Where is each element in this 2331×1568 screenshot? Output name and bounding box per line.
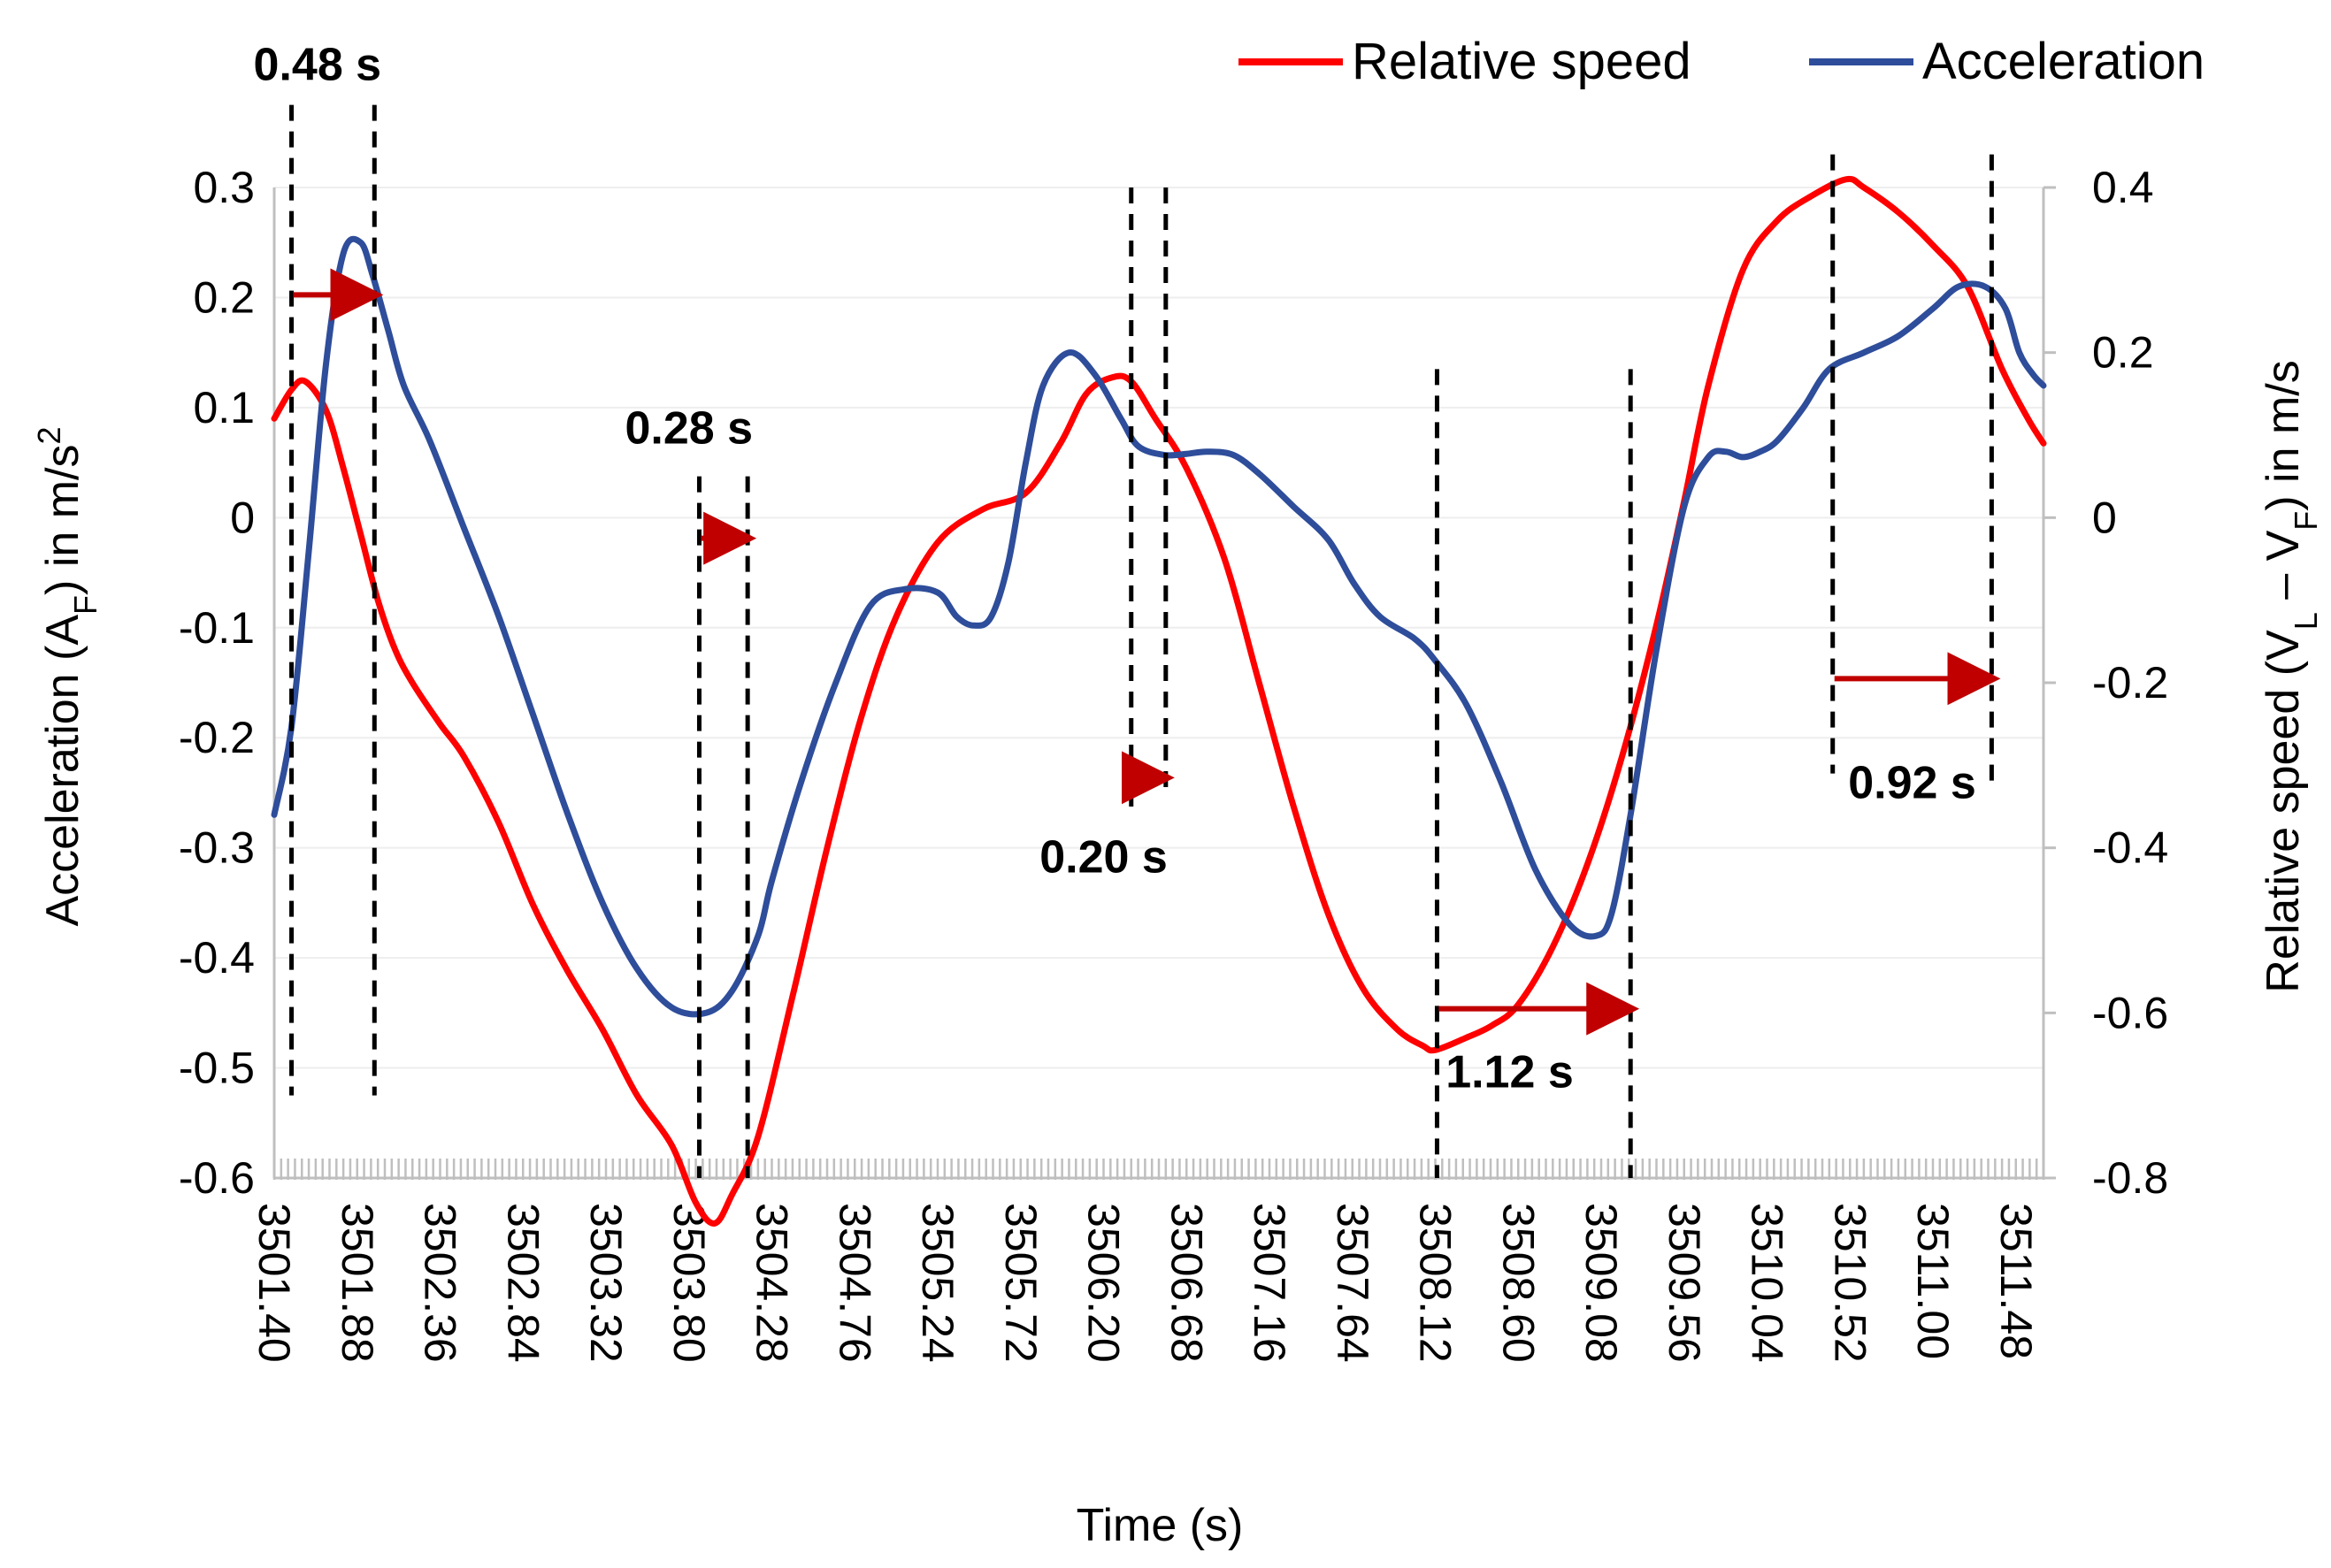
x-tick-label: 3503.32 [581, 1203, 631, 1363]
x-tick-label: 3511.48 [1991, 1203, 2041, 1359]
series-line-acceleration [271, 235, 2047, 1018]
x-tick-label: 3509.08 [1576, 1203, 1626, 1363]
annotation-2-label: 0.20 s [1039, 832, 1168, 883]
x-tick-label: 3503.80 [664, 1203, 714, 1363]
y-left-tick-label: -0.4 [179, 933, 255, 983]
y-right-tick-label: 0.2 [2092, 328, 2154, 378]
x-tick-label: 3510.04 [1743, 1203, 1792, 1363]
annotation-1-label: 0.28 s [625, 402, 753, 454]
x-tick-label: 3507.64 [1328, 1203, 1377, 1363]
annotation-3-label: 1.12 s [1445, 1046, 1574, 1098]
y-right-tick-label: -0.2 [2092, 658, 2168, 708]
axes: 0.3 0.2 0.1 0 -0.1 -0.2 -0.3 -0.4 -0.5 -0.6 0.4 0.2… [179, 163, 2168, 1363]
x-tick-label: 3505.24 [913, 1203, 962, 1363]
x-tick-label: 3504.28 [748, 1203, 797, 1363]
x-tick-label: 3506.68 [1162, 1203, 1211, 1363]
x-tick-label: 3511.00 [1908, 1203, 1958, 1359]
y-right-tick-label: -0.6 [2092, 988, 2168, 1037]
x-tick-label: 3504.76 [830, 1203, 879, 1363]
y-left-tick-label: 0.1 [193, 383, 255, 432]
y-left-tick-label: 0.3 [193, 163, 255, 212]
y-left-tick-label: 0 [230, 493, 255, 542]
series-lines [271, 175, 2047, 1227]
legend-label-relative-speed: Relative speed [1352, 33, 1691, 90]
x-tick-label: 3501.88 [333, 1203, 382, 1363]
annotation-0-label: 0.48 s [254, 40, 382, 91]
y-left-tick-label: 0.2 [193, 272, 255, 322]
y-right-tick-label: -0.4 [2092, 823, 2168, 873]
x-tick-label: 3501.40 [249, 1203, 299, 1363]
x-tick-label: 3502.36 [416, 1203, 465, 1363]
y-left-tick-label: -0.3 [179, 823, 255, 873]
y-axis-right-title: Relative speed (VL – VF) in m/s [2258, 360, 2324, 992]
x-tick-label: 3509.56 [1660, 1203, 1709, 1363]
x-tick-label: 3506.20 [1079, 1203, 1129, 1363]
annotations: 0.48 s 0.28 s 0.20 s 1.12 s 0.92 s [254, 40, 2001, 1178]
x-tick-label: 3508.60 [1493, 1203, 1543, 1363]
x-tick-label: 3507.16 [1245, 1203, 1294, 1363]
series-line-relative-speed [271, 175, 2047, 1227]
y-left-tick-label: -0.2 [179, 713, 255, 762]
x-tick-label: 3510.52 [1825, 1203, 1875, 1363]
axis-titles: Time (s) Acceleration (AF) in m/s2 Relat… [31, 360, 2324, 1551]
y-left-tick-label: -0.5 [179, 1044, 255, 1093]
y-left-tick-label: -0.6 [179, 1153, 255, 1203]
legend: Relative speed Acceleration [1238, 33, 2204, 90]
y-axis-left-title: Acceleration (AF) in m/s2 [31, 426, 104, 926]
legend-label-acceleration: Acceleration [1922, 33, 2204, 90]
y-right-tick-label: 0 [2092, 493, 2117, 542]
x-tick-label: 3508.12 [1411, 1203, 1461, 1363]
y-left-tick-label: -0.1 [179, 603, 255, 653]
x-tick-label: 3502.84 [498, 1203, 548, 1363]
y-right-tick-label: 0.4 [2092, 163, 2154, 212]
y-right-tick-label: -0.8 [2092, 1153, 2168, 1203]
gridlines [274, 187, 2043, 1179]
annotation-4-label: 0.92 s [1848, 758, 1976, 809]
x-axis-title: Time (s) [1077, 1500, 1244, 1551]
x-tick-label: 3505.72 [996, 1203, 1046, 1363]
